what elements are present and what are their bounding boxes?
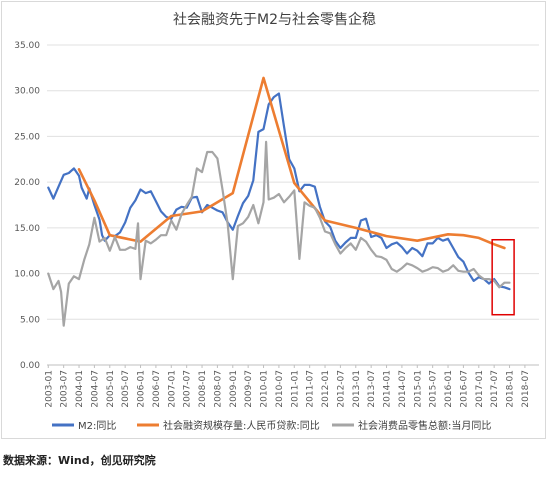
x-tick-label: 2003-07	[60, 370, 70, 408]
x-tick-label: 2005-01	[106, 370, 116, 408]
x-tick-label: 2011-07	[306, 370, 316, 408]
x-tick-label: 2004-07	[90, 370, 100, 408]
x-tick-label: 2007-01	[167, 370, 177, 408]
y-tick-label: 30.00	[14, 87, 40, 97]
x-tick-label: 2009-01	[229, 370, 239, 408]
legend-label: 社会融资规模存量:人民币贷款:同比	[163, 419, 320, 432]
legend-label: 社会消费品零售总额:当月同比	[358, 419, 491, 432]
y-tick-label: 0.00	[20, 361, 40, 371]
x-tick-label: 2018-01	[506, 370, 516, 408]
y-tick-label: 20.00	[14, 178, 40, 188]
x-tick-label: 2014-01	[383, 370, 393, 408]
series-lines	[47, 76, 511, 327]
y-tick-label: 35.00	[14, 41, 40, 51]
y-tick-label: 25.00	[14, 132, 40, 142]
highlight-rect	[491, 238, 515, 316]
series-line-3	[47, 140, 511, 327]
x-tick-label: 2017-01	[475, 370, 485, 408]
x-tick-label: 2014-07	[398, 370, 408, 408]
line-chart: 0.00 5.00 10.00 15.00 20.00 25.00 30.00 35.00 2…	[14, 41, 539, 432]
x-tick-label: 2016-01	[444, 370, 454, 408]
y-tick-label: 15.00	[14, 224, 40, 234]
y-axis-ticks: 0.00 5.00 10.00 15.00 20.00 25.00 30.00 35.00	[14, 41, 40, 371]
x-tick-label: 2008-01	[198, 370, 208, 408]
x-tick-label: 2012-07	[336, 370, 346, 408]
x-tick-label: 2017-07	[490, 370, 500, 408]
x-tick-label: 2006-01	[137, 370, 147, 408]
x-tick-label: 2012-01	[321, 370, 331, 408]
x-tick-label: 2009-07	[244, 370, 254, 408]
highlight-box	[491, 238, 515, 316]
y-tick-label: 10.00	[14, 270, 40, 280]
x-axis-ticks: 2003-01 2003-07 2004-01 2004-07 2005-01 2005-…	[44, 365, 531, 408]
x-tick-label: 2011-01	[290, 370, 300, 408]
data-source-note: 数据来源：Wind，创见研究院	[3, 454, 156, 467]
x-tick-label: 2013-01	[352, 370, 362, 408]
series-line-1	[47, 92, 511, 291]
x-tick-label: 2003-01	[44, 370, 54, 408]
x-tick-label: 2005-07	[121, 370, 131, 408]
chart-title: 社会融资先于M2与社会零售企稳	[173, 12, 376, 28]
x-tick-label: 2006-07	[152, 370, 162, 408]
x-tick-label: 2013-07	[367, 370, 377, 408]
legend-label: M2:同比	[78, 420, 116, 432]
x-tick-label: 2004-01	[75, 370, 85, 408]
x-tick-label: 2010-07	[275, 370, 285, 408]
x-tick-label: 2015-07	[429, 370, 439, 408]
y-tick-label: 5.00	[20, 315, 40, 325]
legend: M2:同比 社会融资规模存量:人民币贷款:同比 社会消费品零售总额:当月同比	[52, 419, 491, 432]
x-tick-label: 2007-07	[183, 370, 193, 408]
x-tick-label: 2016-07	[459, 370, 469, 408]
x-tick-label: 2018-07	[521, 370, 531, 408]
x-tick-label: 2010-01	[260, 370, 270, 408]
x-tick-label: 2008-07	[213, 370, 223, 408]
chart-frame: 社会融资先于M2与社会零售企稳 0.00 5.00 10.00 15.00 20.00 2…	[1, 1, 546, 439]
x-tick-label: 2015-01	[413, 370, 423, 408]
gridlines	[47, 44, 539, 366]
